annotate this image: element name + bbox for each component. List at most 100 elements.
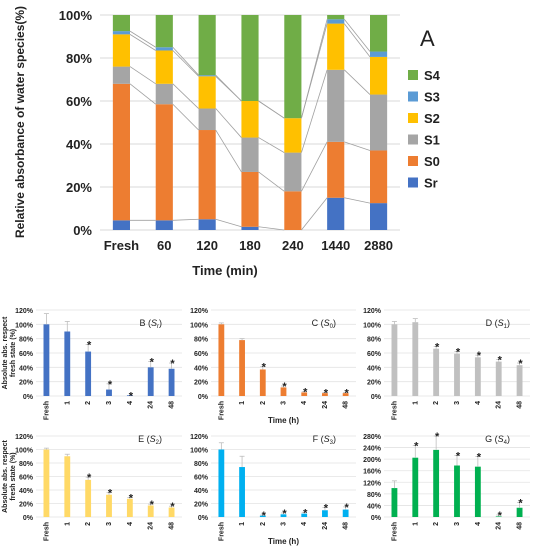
panel-a-y-axis-label: Relative absorbance of water species(%) <box>13 6 27 238</box>
panel-e-significance-mark: * <box>150 499 155 511</box>
panel-c-bar <box>259 369 266 396</box>
panel-a-bar-segment-s3 <box>155 47 173 51</box>
panel-b-significance-mark: * <box>150 357 155 369</box>
panel-e-y-tick-label: 0% <box>23 515 34 522</box>
panel-a-bar-segment-s2 <box>155 50 173 84</box>
panel-e-x-tick-label: 4 <box>127 522 134 526</box>
panel-b-y-tick-label: 0% <box>23 394 34 401</box>
panel-a-legend-swatch-sr <box>408 177 418 188</box>
panel-f-bar <box>259 515 266 517</box>
panel-c-x-tick-label: 1 <box>239 401 246 405</box>
panel-b-y-axis-label-line: Absolute abs. respect <box>2 316 9 389</box>
panel-b-bar <box>106 389 112 396</box>
panel-c-y-tick-label: 60% <box>194 351 209 358</box>
panel-g-bar <box>474 466 481 517</box>
panel-a-bar-segment-s4 <box>155 15 173 48</box>
panel-a-connector-line <box>172 83 199 109</box>
panel-c-y-tick-label: 80% <box>194 337 209 344</box>
panel-e-x-tick-label: 2 <box>85 522 92 526</box>
panel-b-species-subscript: r <box>157 324 159 330</box>
panel-f-label: F (S3) <box>313 434 336 446</box>
panel-e-y-tick-label: 100% <box>15 448 34 455</box>
panel-b-y-tick-label: 100% <box>15 322 34 329</box>
panel-b-bar <box>64 331 71 396</box>
panel-a-bar-segment-sr <box>198 219 216 230</box>
panel-g-bar <box>516 507 523 517</box>
panel-f-x-tick-label: 48 <box>343 522 350 530</box>
panel-b-bar-chart: 0%20%40%60%80%100%120%Fresh 1*2*3*4*24*48… <box>2 308 182 420</box>
panel-d-y-tick-label: 80% <box>367 337 382 344</box>
panel-f-bar <box>301 513 308 517</box>
panel-g-bar <box>495 516 502 517</box>
panel-d-bar-chart: 0% 20% 40% 60% 80% 100% 120% Fresh 1 * 2 * 3 * 4 * 24 * 48… <box>363 308 530 420</box>
panel-g-y-tick-label: 160% <box>363 469 382 476</box>
panel-b-significance-mark: * <box>129 390 134 402</box>
panel-f-significance-mark: * <box>303 507 308 519</box>
panel-a-x-tick-label: 180 <box>239 238 261 253</box>
panel-a-bar-segment-s1 <box>198 108 216 131</box>
panel-f-y-tick-label: 60% <box>194 475 209 482</box>
panel-c-y-tick-label: 20% <box>194 380 209 387</box>
panel-g-bar <box>433 449 440 517</box>
panel-a-bar-segment-sr <box>327 197 345 230</box>
panel-e-letter: E ( <box>138 434 150 444</box>
panel-a-connector-line <box>344 141 371 151</box>
panel-g-y-tick-label: 120% <box>363 480 382 487</box>
panel-a-legend-label: S0 <box>424 154 440 169</box>
panel-a-connector-line <box>215 74 242 102</box>
panel-a-bar-segment-s0 <box>198 130 216 220</box>
panel-a-bar-segment-s3 <box>327 19 345 24</box>
panel-a-x-tick-label: 60 <box>157 238 171 253</box>
panel-a-bar-segment-s1 <box>284 152 302 192</box>
panel-a-y-tick-label: 20% <box>66 180 92 195</box>
panel-b-y-tick-label: 120% <box>15 308 34 315</box>
panel-e-label: E (S2) <box>138 434 162 446</box>
panel-c-x-tick-label: 2 <box>260 401 267 405</box>
panel-a-bar-segment-sr <box>112 220 130 230</box>
panel-a-connector-line <box>301 69 328 153</box>
panel-a-connector-line <box>172 103 199 131</box>
panel-d-y-tick-label: 40% <box>367 365 382 372</box>
panel-c-bar <box>322 393 328 396</box>
panel-g-significance-mark: * <box>518 498 523 510</box>
panel-a-legend-swatch-s0 <box>408 156 418 166</box>
panel-b-x-tick-label: 24 <box>148 401 155 409</box>
panel-a-connector-line <box>301 19 328 119</box>
panel-a-legend-swatch-s4 <box>408 70 418 80</box>
panel-e-y-tick-label: 40% <box>19 488 34 495</box>
panel-g-species-s: S <box>498 434 504 444</box>
panel-e-y-axis-label-line: Absolute abs. respect <box>2 439 9 512</box>
panel-a-y-tick-label: 40% <box>66 137 92 152</box>
panel-a-bar-segment-s0 <box>327 141 345 198</box>
panel-f-bar <box>322 510 328 517</box>
panel-d-significance-mark: * <box>498 354 503 366</box>
panel-e-significance-mark: * <box>129 492 134 504</box>
panel-a-connector-line <box>343 19 371 52</box>
panel-g-y-tick-label: 280% <box>363 434 382 441</box>
panel-a-bar-segment-s3 <box>198 75 216 77</box>
panel-a-y-tick-label: 60% <box>66 94 92 109</box>
panel-e-x-tick-label: 3 <box>106 522 113 526</box>
panel-a-bar-segment-s2 <box>327 23 345 70</box>
panel-a-bar-segment-s2 <box>284 118 302 153</box>
panel-e-y-axis-label: Absolute abs. respectfresh state (%) <box>2 439 17 512</box>
panel-g-significance-mark: * <box>435 431 440 443</box>
panel-a-connector-line <box>129 66 156 85</box>
panel-a-legend-swatch-s2 <box>408 113 418 123</box>
panel-b-y-tick-label: 60% <box>19 351 34 358</box>
panel-e-species-subscript: 2 <box>156 440 160 446</box>
panel-a-bar-segment-s0 <box>241 171 259 227</box>
panel-d-y-tick-label: 100% <box>363 322 382 329</box>
panel-a-connector-line <box>129 83 156 105</box>
panel-b-y-axis-label-line: fresh state (%) <box>10 329 17 377</box>
panel-a-connector-line <box>344 69 371 95</box>
panel-b-letter: B ( <box>139 318 151 328</box>
panel-a-connector-line <box>344 197 371 204</box>
panel-a-connector-line <box>215 108 242 138</box>
panel-f-species-s: S <box>324 434 330 444</box>
panel-a-connector-line <box>215 129 242 173</box>
panel-a-stacked-chart: A Relative absorbance of water species(%… <box>13 6 441 278</box>
panel-g-x-tick-label: 4 <box>475 522 482 526</box>
panel-a-bar-segment-s2 <box>112 34 130 67</box>
